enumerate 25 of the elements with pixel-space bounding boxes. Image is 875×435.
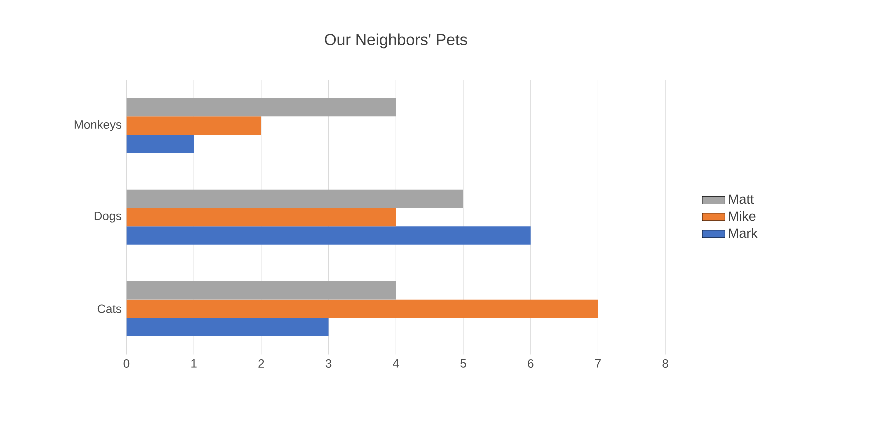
x-tick-label: 7: [595, 360, 601, 368]
x-tick-label: 2: [258, 360, 264, 368]
y-tick-label: Monkeys: [74, 120, 122, 132]
bar: [126, 282, 396, 300]
x-tick-label: 4: [393, 360, 400, 368]
bar: [126, 190, 464, 208]
x-tick-label: 8: [662, 360, 668, 368]
bar: [126, 116, 262, 136]
bar: [126, 135, 194, 154]
legend-label: Mark: [729, 228, 758, 238]
bar: [126, 300, 598, 318]
legend-label: Mike: [729, 211, 756, 222]
x-tick-label: 1: [192, 360, 197, 368]
chart-title: Our Neighbors' Pets: [325, 34, 468, 49]
bar: [126, 208, 396, 227]
y-tick-label: Cats: [98, 304, 122, 314]
bar: [126, 98, 396, 117]
legend-label: Matt: [729, 194, 754, 204]
x-tick-label: 6: [528, 360, 534, 368]
x-tick-label: 5: [460, 360, 466, 368]
x-tick-label: 0: [124, 360, 130, 368]
bar: [126, 318, 329, 337]
x-tick-label: 3: [326, 360, 332, 368]
bar: [126, 226, 531, 245]
y-tick-label: Dogs: [94, 212, 122, 223]
